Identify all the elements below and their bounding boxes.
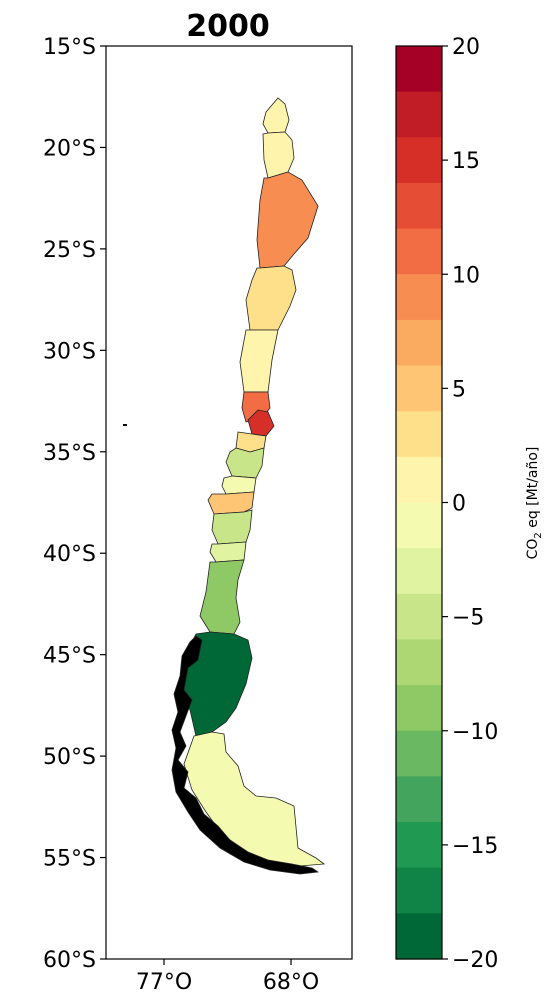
lat-tick-label: 20°S xyxy=(43,136,96,161)
colorbar-tick-label: −15 xyxy=(452,834,498,859)
longitude-ticks: 77°O 68°O xyxy=(136,959,319,995)
region-los-rios xyxy=(209,541,247,563)
colorbar-segment xyxy=(396,593,442,641)
chile-regions xyxy=(123,97,326,875)
colorbar-segment xyxy=(396,46,442,93)
colorbar-segment xyxy=(396,685,442,732)
lat-tick-label: 25°S xyxy=(43,238,96,263)
map-title: 2000 xyxy=(186,9,270,44)
region-nuble xyxy=(221,475,257,495)
region-araucania xyxy=(211,509,253,545)
colorbar xyxy=(396,46,442,960)
lon-tick-label: 77°O xyxy=(136,970,192,995)
lat-tick-label: 40°S xyxy=(43,542,96,567)
colorbar-segment xyxy=(396,502,442,549)
region-maule xyxy=(225,447,265,479)
colorbar-segment xyxy=(396,91,442,138)
colorbar-tick-label: −5 xyxy=(452,606,484,631)
lat-tick-label: 45°S xyxy=(43,644,96,669)
colorbar-tick-label: −10 xyxy=(452,720,498,745)
colorbar-tick-label: 5 xyxy=(452,377,466,402)
colorbar-segment xyxy=(396,411,442,458)
colorbar-tick-label: 15 xyxy=(452,149,480,174)
colorbar-segment xyxy=(396,137,442,184)
lat-tick-label: 60°S xyxy=(43,948,96,973)
region-magallanes xyxy=(183,731,326,867)
colorbar-segment xyxy=(396,730,442,777)
region-los-lagos xyxy=(199,559,245,635)
lat-tick-label: 35°S xyxy=(43,441,96,466)
region-tarapaca xyxy=(262,131,295,179)
colorbar-segment xyxy=(396,365,442,412)
colorbar-label: CO2 eq [Mt/año] xyxy=(525,447,544,560)
colorbar-tick-label: 0 xyxy=(452,492,466,517)
lat-tick-label: 15°S xyxy=(43,35,96,60)
lon-tick-label: 68°O xyxy=(263,970,319,995)
colorbar-segment xyxy=(396,228,442,275)
colorbar-segment xyxy=(396,867,442,914)
region-antofagasta xyxy=(256,171,319,269)
lat-tick-label: 50°S xyxy=(43,745,96,770)
region-atacama xyxy=(245,265,297,331)
colorbar-tick-label: 20 xyxy=(452,35,480,60)
small-island xyxy=(123,424,127,426)
colorbar-segment xyxy=(396,822,442,869)
colorbar-ticks: 20 15 10 5 0 −5 −10 −15 −20 xyxy=(442,35,498,973)
region-coquimbo xyxy=(239,329,279,393)
colorbar-segment xyxy=(396,776,442,823)
colorbar-segment xyxy=(396,274,442,321)
lat-tick-label: 55°S xyxy=(43,847,96,872)
fjord-islands xyxy=(171,635,320,875)
colorbar-segment xyxy=(396,182,442,230)
lat-tick-label: 30°S xyxy=(43,339,96,364)
colorbar-tick-label: −20 xyxy=(452,948,498,973)
colorbar-segment xyxy=(396,639,442,686)
colorbar-segment xyxy=(396,548,442,595)
region-arica-parinacota xyxy=(262,97,290,134)
colorbar-segment xyxy=(396,456,442,504)
latitude-ticks: 15°S 20°S 25°S 30°S 35°S 40°S 45°S 50°S 55°S 60°S xyxy=(43,35,106,973)
colorbar-segment xyxy=(396,319,442,367)
colorbar-segment xyxy=(396,913,442,960)
region-biobio xyxy=(207,491,255,515)
colorbar-tick-label: 10 xyxy=(452,263,480,288)
